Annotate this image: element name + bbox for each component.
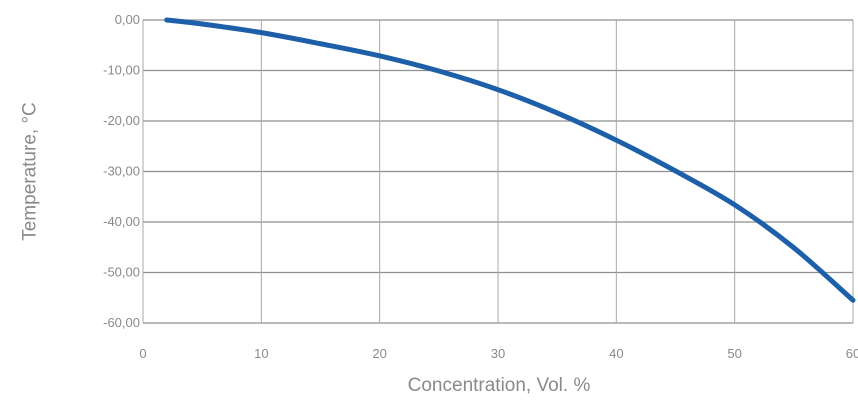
x-tick-label: 40 xyxy=(609,346,623,361)
y-tick-label: 0,00 xyxy=(115,12,140,27)
x-axis-title: Concentration, Vol. % xyxy=(408,375,591,396)
y-tick-label: -30,00 xyxy=(103,164,140,179)
x-tick-label: 60 xyxy=(846,346,858,361)
y-tick-label: -10,00 xyxy=(103,63,140,78)
y-tick-label: -20,00 xyxy=(103,113,140,128)
tick-labels: 0,00 -10,00 -20,00 -30,00 -40,00 -50,00 -60,00… xyxy=(103,12,858,361)
series xyxy=(164,17,856,303)
y-tick-label: -40,00 xyxy=(103,214,140,229)
x-tick-label: 20 xyxy=(372,346,386,361)
series-line xyxy=(164,17,856,303)
y-tick-label: -60,00 xyxy=(103,315,140,330)
x-tick-label: 30 xyxy=(491,346,505,361)
x-tick-label: 50 xyxy=(727,346,741,361)
x-tick-label: 0 xyxy=(139,346,146,361)
y-axis-title: Temperature, °C xyxy=(20,102,41,241)
y-tick-label: -50,00 xyxy=(103,265,140,280)
grid xyxy=(142,19,854,324)
x-tick-label: 10 xyxy=(254,346,268,361)
